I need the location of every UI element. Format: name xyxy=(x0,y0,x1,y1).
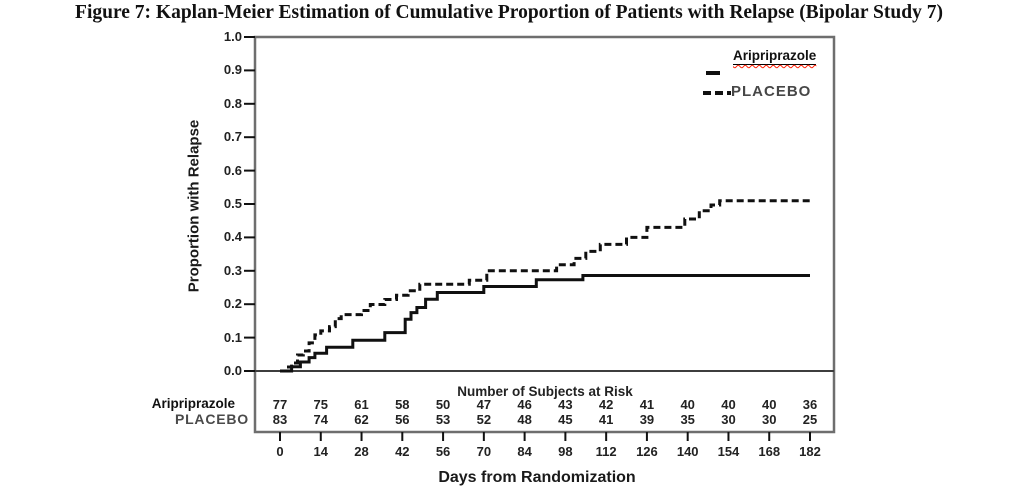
y-tick-label: 0.0 xyxy=(223,363,242,378)
y-tick-label: 0.4 xyxy=(223,229,242,245)
at-risk-count-aripiprazole: 75 xyxy=(313,397,328,412)
y-tick-label: 0.1 xyxy=(223,329,242,345)
at-risk-count-aripiprazole: 77 xyxy=(272,397,288,412)
placebo-line-sample-icon xyxy=(703,91,731,95)
legend-label-aripiprazole: Aripriprazole xyxy=(733,48,817,65)
y-tick-label: 0.2 xyxy=(223,296,242,312)
placebo-curve xyxy=(280,199,810,373)
x-tick-label: 126 xyxy=(636,444,658,459)
at-risk-count-aripiprazole: 41 xyxy=(639,397,655,412)
plot-frame xyxy=(253,35,836,434)
at-risk-count-aripiprazole: 58 xyxy=(395,397,410,412)
figure-title: Figure 7: Kaplan-Meier Estimation of Cum… xyxy=(75,2,943,23)
at-risk-count-placebo: 62 xyxy=(354,412,369,427)
at-risk-count-placebo: 45 xyxy=(558,412,573,427)
aripiprazole-line-sample-icon xyxy=(706,71,720,75)
x-tick-label: 98 xyxy=(558,444,573,459)
x-tick-label: 28 xyxy=(354,444,369,459)
at-risk-count-aripiprazole: 46 xyxy=(517,397,532,412)
at-risk-count-aripiprazole: 43 xyxy=(558,397,573,412)
y-tick-label: 1.0 xyxy=(223,29,242,44)
at-risk-count-aripiprazole: 40 xyxy=(761,397,777,412)
at-risk-count-placebo: 35 xyxy=(680,412,695,427)
at-risk-count-aripiprazole: 42 xyxy=(598,397,614,412)
at-risk-title: Number of Subjects at Risk xyxy=(457,384,633,399)
y-tick-label: 0.7 xyxy=(223,129,242,145)
at-risk-count-placebo: 74 xyxy=(313,412,328,427)
x-tick-label: 182 xyxy=(799,444,821,459)
legend-label-placebo: PLACEBO xyxy=(731,83,812,100)
at-risk-count-aripiprazole: 61 xyxy=(354,397,369,412)
x-tick-label: 0 xyxy=(276,444,284,459)
at-risk-count-aripiprazole: 36 xyxy=(802,397,818,412)
y-tick-label: 0.6 xyxy=(223,162,242,178)
x-tick-label: 154 xyxy=(717,444,740,459)
legend-label-aripiprazole-text: Aripriprazole xyxy=(733,48,817,63)
at-risk-row-label-aripiprazole: Aripriprazole xyxy=(151,396,235,411)
aripiprazole-curve xyxy=(280,274,810,373)
at-risk-count-placebo: 25 xyxy=(802,412,818,427)
x-tick-label: 112 xyxy=(595,444,617,459)
at-risk-count-placebo: 30 xyxy=(721,412,736,427)
at-risk-count-aripiprazole: 47 xyxy=(476,397,492,412)
at-risk-count-aripiprazole: 50 xyxy=(435,397,451,412)
y-tick-label: 0.8 xyxy=(223,95,242,111)
x-axis-title: Days from Randomization xyxy=(438,469,636,486)
x-tick-label: 70 xyxy=(476,444,492,459)
at-risk-row-label-placebo: PLACEBO xyxy=(174,411,249,427)
at-risk-count-placebo: 52 xyxy=(476,412,492,427)
at-risk-count-aripiprazole: 40 xyxy=(721,397,736,412)
y-tick-label: 0.5 xyxy=(223,196,242,211)
at-risk-count-placebo: 83 xyxy=(272,412,288,427)
x-tick-label: 56 xyxy=(435,444,451,459)
y-axis-title: Proportion with Relapse xyxy=(185,119,203,293)
x-tick-label: 168 xyxy=(758,444,781,459)
at-risk-count-placebo: 53 xyxy=(435,412,451,427)
at-risk-count-placebo: 30 xyxy=(761,412,777,427)
at-risk-count-placebo: 48 xyxy=(517,412,532,427)
x-tick-label: 84 xyxy=(517,444,532,459)
x-tick-label: 14 xyxy=(313,444,328,459)
x-tick-label: 140 xyxy=(676,444,699,459)
y-tick-label: 0.3 xyxy=(223,262,242,278)
at-risk-count-aripiprazole: 40 xyxy=(680,397,695,412)
x-tick-label: 42 xyxy=(395,444,410,459)
at-risk-count-placebo: 39 xyxy=(639,412,655,427)
at-risk-count-placebo: 41 xyxy=(598,412,614,427)
at-risk-count-placebo: 56 xyxy=(395,412,410,427)
y-tick-label: 0.9 xyxy=(223,62,242,78)
